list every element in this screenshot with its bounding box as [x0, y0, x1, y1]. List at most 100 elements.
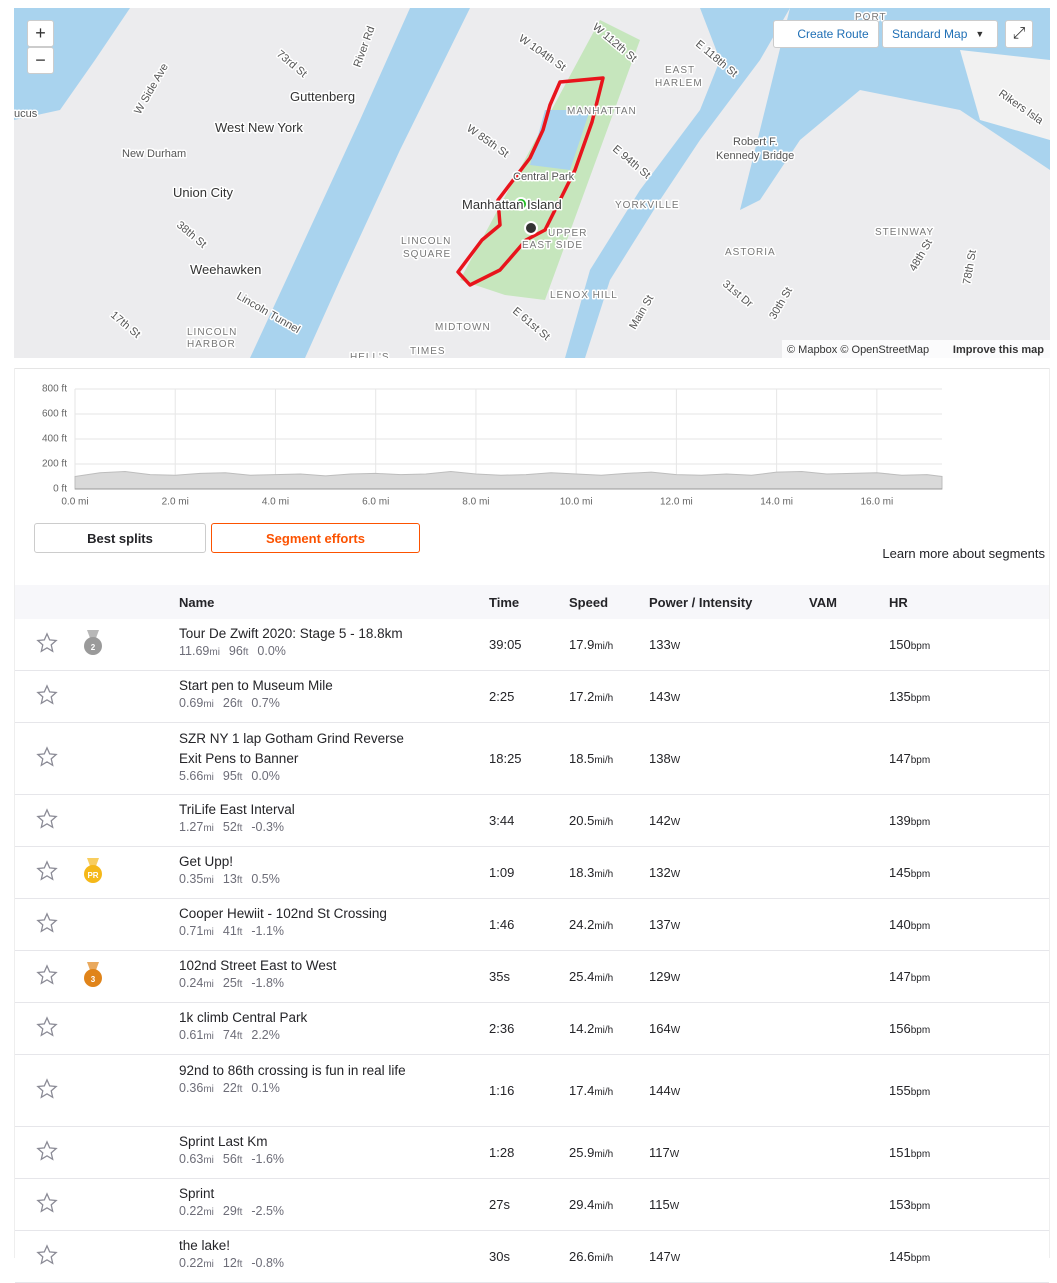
segment-name[interactable]: Sprint: [179, 1186, 215, 1201]
medal-disc: [84, 968, 102, 987]
map-style[interactable]: Standard Map ▼: [882, 20, 998, 48]
zoom-in[interactable]: +: [27, 20, 54, 47]
table-header: Name Time Speed Power / Intensity VAM HR: [15, 585, 1049, 619]
tab-segment-efforts[interactable]: Segment efforts: [211, 523, 420, 553]
segment-name[interactable]: SZR NY 1 lap Gotham Grind Reverse Exit P…: [179, 731, 404, 766]
map[interactable]: ucus Guttenberg West New York New Durham Uni…: [14, 8, 1050, 358]
segment-speed: 24.2mi/h: [569, 917, 613, 932]
segment-name[interactable]: the lake!: [179, 1238, 231, 1253]
resize-handle[interactable]: [14, 358, 1050, 369]
hr-value: 150: [889, 636, 911, 652]
elevation-unit: ft: [236, 823, 243, 834]
zoom-out[interactable]: −: [27, 47, 54, 74]
elevation-value: 22: [222, 1081, 237, 1095]
elevation-unit: ft: [236, 1084, 243, 1095]
column-header: Time: [489, 595, 520, 610]
star-button[interactable]: [36, 683, 58, 706]
segment-power: 137W: [649, 917, 680, 932]
achievement-medal: 2: [84, 629, 102, 655]
name-cell: TriLife East Interval 1.27mi 52ft -0.3%: [179, 800, 429, 834]
create-route[interactable]: Create Route: [773, 20, 879, 48]
segment-grade: 0.0%: [257, 644, 286, 658]
segment-row[interactable]: 92nd to 86th crossing is fun in real lif…: [15, 1055, 1049, 1127]
segment-row[interactable]: Sprint 0.22mi 29ft -2.5% 27s 29.4mi/h 115W 153b…: [15, 1179, 1049, 1231]
power-unit: W: [670, 1086, 681, 1098]
segment-row[interactable]: Sprint Last Km 0.63mi 56ft -1.6% 1:28 25.9mi/…: [15, 1127, 1049, 1179]
speed-unit: mi/h: [594, 754, 614, 766]
segment-row[interactable]: 1k climb Central Park 0.61mi 74ft 2.2% 2:36 1…: [15, 1003, 1049, 1055]
segment-elevation: 56ft: [223, 1152, 242, 1166]
star-button[interactable]: [36, 1191, 58, 1214]
star-button[interactable]: [36, 1139, 58, 1162]
learn-more-link[interactable]: Learn more about segments: [882, 546, 1045, 561]
segment-distance: 0.71mi: [179, 924, 214, 938]
segment-row[interactable]: TriLife East Interval 1.27mi 52ft -0.3% 3:44…: [15, 795, 1049, 847]
map-label: YORKVILLE: [615, 200, 680, 211]
x-tick-label: 14.0 mi: [760, 497, 793, 508]
map-label: LENOX HILL: [550, 290, 618, 301]
segment-power: 138W: [649, 751, 680, 766]
map-label: HELL'S: [350, 352, 390, 358]
medal-ribbon: [87, 857, 99, 866]
distance-unit: mi: [203, 772, 214, 783]
star-icon: [36, 859, 58, 881]
elevation-value: 95: [222, 769, 237, 783]
segment-row[interactable]: 3 102nd Street East to West 0.24mi 25ft -1.8…: [15, 951, 1049, 1003]
star-button[interactable]: [36, 859, 58, 882]
x-tick-label: 2.0 mi: [162, 497, 189, 508]
content-frame: [14, 368, 1050, 1258]
star-button[interactable]: [36, 807, 58, 830]
segment-name[interactable]: Cooper Hewiit - 102nd St Crossing: [179, 906, 387, 921]
segment-row[interactable]: the lake! 0.22mi 12ft -0.8% 30s 26.6mi/h 147W 1…: [15, 1231, 1049, 1283]
elevation-unit: ft: [236, 1031, 243, 1042]
elevation-value: 29: [222, 1204, 237, 1218]
map-label: Robert F.: [733, 136, 778, 148]
hr-value: 155: [889, 1082, 911, 1098]
distance-value: 11.69: [179, 644, 210, 658]
segment-row[interactable]: SZR NY 1 lap Gotham Grind Reverse Exit P…: [15, 723, 1049, 795]
star-button[interactable]: [36, 1015, 58, 1038]
star-button[interactable]: [36, 1077, 58, 1100]
hr-value: 135: [889, 688, 911, 704]
star-button[interactable]: [36, 745, 58, 768]
segment-meta: 0.63mi 56ft -1.6%: [179, 1152, 429, 1166]
segment-hr: 135bpm: [889, 689, 930, 704]
segment-distance: 0.36mi: [179, 1081, 214, 1095]
fullscreen[interactable]: ⤢: [1005, 20, 1033, 48]
power-value: 129: [649, 968, 671, 984]
segment-grade: 2.2%: [251, 1028, 280, 1042]
hr-unit: bpm: [910, 1148, 931, 1160]
star-button[interactable]: [36, 631, 58, 654]
hr-unit: bpm: [910, 640, 931, 652]
star-icon: [36, 1191, 58, 1213]
star-button[interactable]: [36, 963, 58, 986]
star-icon: [36, 807, 58, 829]
segment-name[interactable]: Tour De Zwift 2020: Stage 5 - 18.8km: [179, 626, 403, 641]
segment-speed: 18.5mi/h: [569, 751, 613, 766]
segment-name[interactable]: TriLife East Interval: [179, 802, 295, 817]
star-button[interactable]: [36, 1243, 58, 1266]
segment-name[interactable]: Sprint Last Km: [179, 1134, 268, 1149]
segment-row[interactable]: 2 Tour De Zwift 2020: Stage 5 - 18.8km 11.…: [15, 619, 1049, 671]
segment-row[interactable]: Cooper Hewiit - 102nd St Crossing 0.71mi 4…: [15, 899, 1049, 951]
segment-hr: 140bpm: [889, 917, 930, 932]
segment-row[interactable]: Start pen to Museum Mile 0.69mi 26ft 0.7% 2:…: [15, 671, 1049, 723]
power-value: 133: [649, 636, 671, 652]
hr-value: 147: [889, 750, 911, 766]
star-button[interactable]: [36, 911, 58, 934]
segment-hr: 155bpm: [889, 1083, 930, 1098]
improve-map[interactable]: Improve this map: [953, 344, 1044, 356]
segment-name[interactable]: 1k climb Central Park: [179, 1010, 308, 1025]
segment-name[interactable]: 102nd Street East to West: [179, 958, 337, 973]
segment-meta: 0.69mi 26ft 0.7%: [179, 696, 429, 710]
power-value: 138: [649, 750, 671, 766]
y-tick-label: 200 ft: [42, 459, 67, 470]
segment-time: 3:44: [489, 812, 515, 828]
segment-name[interactable]: 92nd to 86th crossing is fun in real lif…: [179, 1063, 406, 1078]
segment-name[interactable]: Get Upp!: [179, 854, 234, 869]
tab-best-splits[interactable]: Best splits: [34, 523, 206, 553]
segment-name[interactable]: Start pen to Museum Mile: [179, 678, 333, 693]
segment-row[interactable]: PR Get Upp! 0.35mi 13ft 0.5% 1:09 18.3mi/h 132W…: [15, 847, 1049, 899]
distance-unit: mi: [203, 823, 214, 834]
